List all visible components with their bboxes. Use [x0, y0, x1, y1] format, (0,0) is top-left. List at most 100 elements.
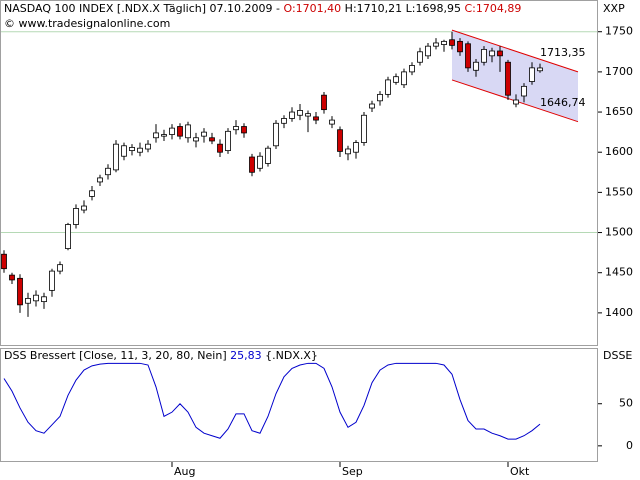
candle-body — [289, 111, 295, 119]
ohlc-label: O:1701,40 — [284, 2, 342, 15]
ohlc-label: C:1704,89 — [464, 2, 521, 15]
candle-body — [321, 94, 327, 111]
annotation: 1713,35 — [540, 46, 586, 59]
candle-body — [185, 124, 191, 139]
candle-body — [497, 50, 503, 57]
candle-body — [457, 40, 463, 53]
candle-body — [409, 65, 415, 73]
candle-body — [41, 296, 47, 303]
candle-body — [329, 119, 335, 125]
candle-body — [177, 126, 183, 137]
channel-line — [451, 29, 579, 73]
candle-body — [465, 43, 471, 69]
candle-body — [121, 145, 127, 157]
candle-body — [225, 130, 231, 152]
candle-body — [313, 116, 319, 121]
candle-body — [257, 155, 263, 169]
candle-body — [281, 118, 287, 124]
candle-body — [193, 137, 199, 142]
x-tick-label: Aug — [174, 465, 195, 478]
candle-body — [537, 67, 543, 72]
y-tick-label: 1750 — [605, 25, 633, 38]
candle-body — [521, 85, 527, 97]
axis-label: DSSE — [603, 349, 632, 362]
candle-body — [513, 99, 519, 105]
ohlc-label: H:1710,21 — [345, 2, 402, 15]
candle-body — [369, 103, 375, 109]
candle-body — [217, 143, 223, 153]
candle-body — [505, 61, 511, 96]
candle-body — [273, 122, 279, 147]
header: NASDAQ 100 INDEX [.NDX.X Täglich] 07.10.… — [4, 2, 521, 15]
candle-body — [73, 208, 79, 225]
candle-body — [489, 50, 495, 57]
candle-body — [433, 42, 439, 47]
y-tick-label: 1650 — [605, 105, 633, 118]
y-tick-label: 1600 — [605, 145, 633, 158]
candle-body — [481, 48, 487, 63]
y-tick-label: 50 — [619, 397, 633, 410]
candle-body — [49, 270, 55, 291]
copyright: © www.tradesignalonline.com — [4, 17, 170, 30]
candle-body — [113, 143, 119, 171]
candle-body — [89, 190, 95, 197]
indicator-line — [3, 362, 541, 440]
candle-body — [425, 45, 431, 57]
candle-body — [145, 143, 151, 150]
candle-body — [297, 110, 303, 116]
candle-body — [153, 132, 159, 139]
candle-body — [129, 146, 135, 152]
candle-body — [25, 298, 31, 304]
candle-body — [337, 129, 343, 152]
candle-body — [81, 205, 87, 211]
candle-body — [201, 131, 207, 137]
candle-body — [169, 127, 175, 135]
candle-body — [65, 224, 71, 250]
candle-body — [209, 137, 215, 142]
y-tick-label: 1400 — [605, 306, 633, 319]
y-tick-label: 1700 — [605, 65, 633, 78]
candle-body — [473, 61, 479, 71]
candle-body — [529, 67, 535, 82]
candle-body — [241, 126, 247, 134]
axis-label: XXP — [603, 2, 625, 15]
candle-body — [401, 71, 407, 86]
candle-body — [265, 147, 271, 164]
annotation: 1646,74 — [540, 96, 586, 109]
candle-body — [417, 51, 423, 63]
indicator-pane — [0, 348, 598, 462]
y-tick-label: 1550 — [605, 185, 633, 198]
candle-body — [249, 156, 255, 173]
candle-body — [105, 167, 111, 176]
indicator-symbol: {.NDX.X} — [265, 349, 318, 362]
y-tick-label: 1500 — [605, 226, 633, 239]
indicator-header: DSS Bressert [Close, 11, 3, 20, 80, Nein… — [4, 349, 318, 362]
indicator-value: 25,83 — [230, 349, 262, 362]
ohlc-label: L:1698,95 — [406, 2, 461, 15]
candle-body — [1, 253, 7, 270]
candle-body — [393, 76, 399, 83]
y-tick-label: 0 — [626, 439, 633, 452]
candle-body — [233, 126, 239, 131]
candle-body — [17, 277, 23, 306]
candle-body — [441, 40, 447, 45]
candle-body — [353, 142, 359, 153]
candle-body — [97, 177, 103, 183]
candle-body — [385, 79, 391, 95]
candle-body — [449, 39, 455, 46]
y-tick-label: 1450 — [605, 266, 633, 279]
candle-body — [33, 294, 39, 302]
candle-body — [305, 113, 311, 117]
candle-body — [361, 114, 367, 143]
title: NASDAQ 100 INDEX [.NDX.X Täglich] 07.10.… — [4, 2, 280, 15]
candle-body — [377, 93, 383, 102]
indicator-title: DSS Bressert [Close, 11, 3, 20, 80, Nein… — [4, 349, 227, 362]
x-tick-label: Okt — [510, 465, 530, 478]
x-tick-label: Sep — [342, 465, 363, 478]
candle-body — [137, 147, 143, 153]
candle-body — [57, 264, 63, 272]
candle-body — [9, 274, 15, 281]
candle-body — [345, 148, 351, 155]
candle-body — [161, 134, 167, 137]
